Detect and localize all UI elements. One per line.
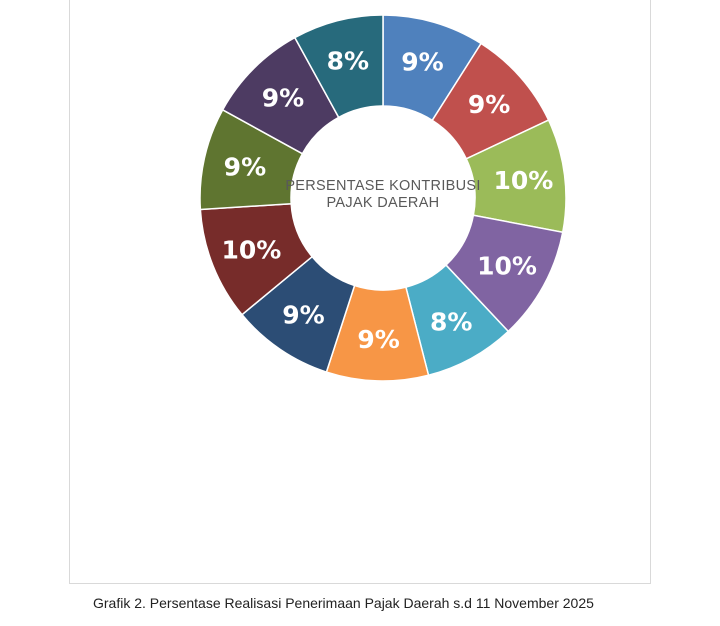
slice-label-7: 9% xyxy=(282,301,324,330)
donut-hole xyxy=(292,107,474,289)
slice-label-5: 8% xyxy=(430,307,472,336)
center-title-line-2: PAJAK DAERAH xyxy=(326,195,440,211)
slice-label-11: 8% xyxy=(327,46,369,75)
slice-label-2: 9% xyxy=(468,90,510,119)
donut-slice-11 xyxy=(293,14,384,119)
figure-caption: Grafik 2. Persentase Realisasi Penerimaa… xyxy=(93,595,594,611)
slice-label-8: 10% xyxy=(222,236,282,265)
slice-label-3: 10% xyxy=(493,166,553,195)
center-title-line-1: PERSENTASE KONTRIBUSI xyxy=(285,178,481,194)
slice-label-6: 9% xyxy=(357,325,399,354)
slice-label-10: 9% xyxy=(262,83,304,112)
slice-label-1: 9% xyxy=(401,48,443,77)
donut-center-title: PERSENTASE KONTRIBUSI PAJAK DAERAH xyxy=(283,178,483,212)
slice-label-4: 10% xyxy=(477,252,537,281)
slice-label-9: 9% xyxy=(224,153,266,182)
